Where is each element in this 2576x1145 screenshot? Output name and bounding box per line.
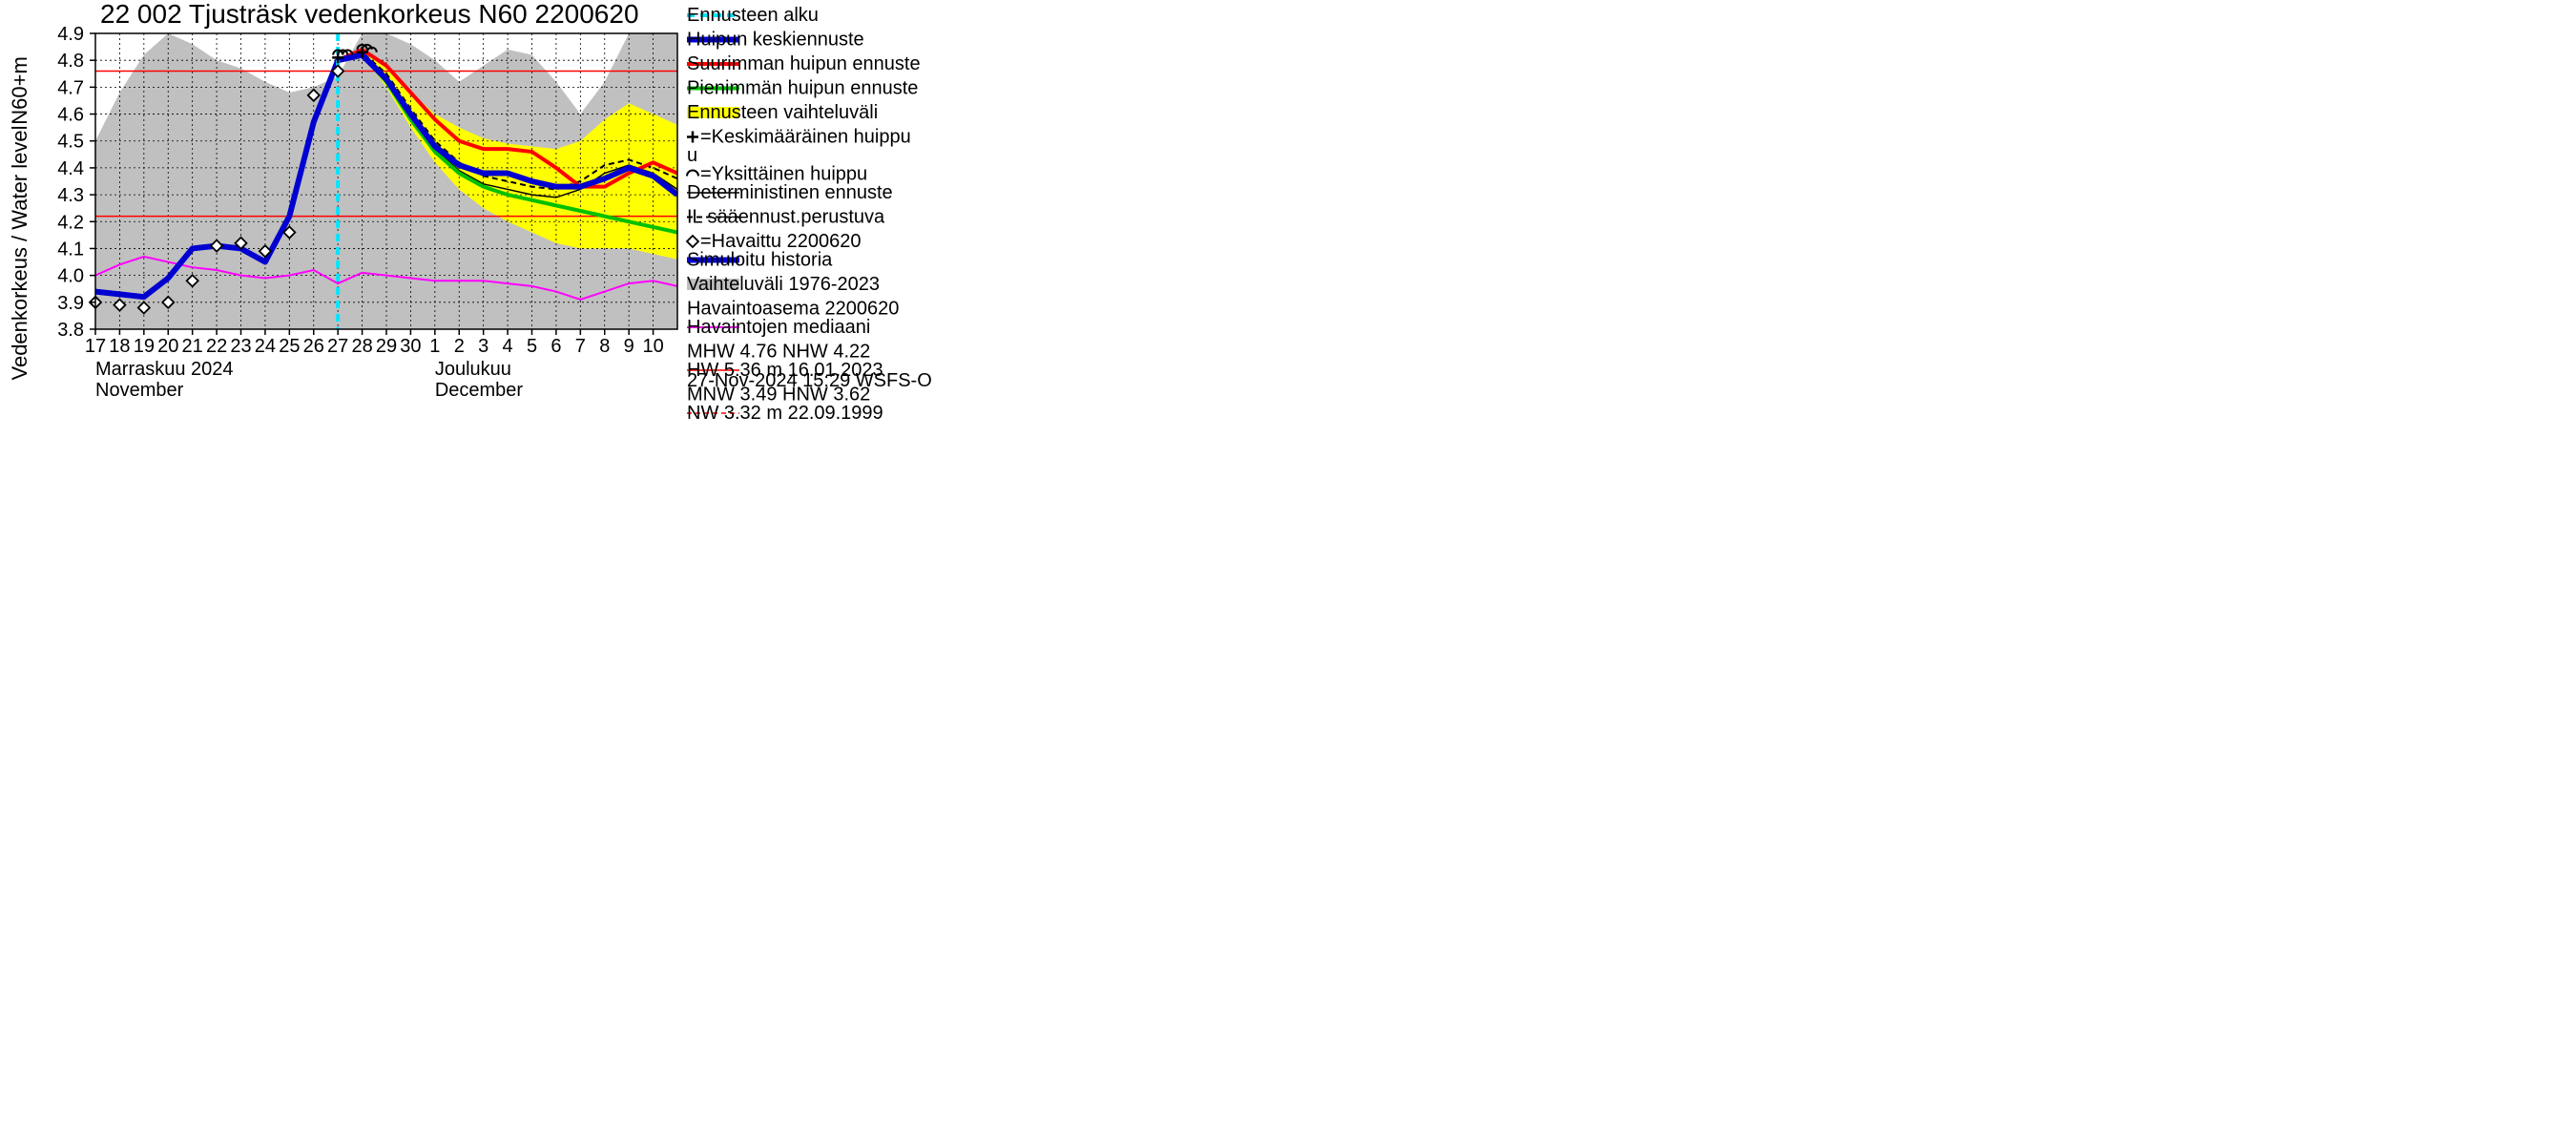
- legend-item-nw_line: NW 3.32 m 22.09.1999: [687, 403, 883, 424]
- x-tick-label: 17: [85, 336, 106, 357]
- month2-en: December: [435, 380, 524, 401]
- x-tick-label: 21: [182, 336, 203, 357]
- y-tick-label: 4.0: [57, 266, 84, 287]
- month2-fi: Joulukuu: [435, 359, 511, 380]
- legend-item-hw_line: HW 5.36 m 16.01.2023: [687, 360, 883, 381]
- y-tick-label: 4.9: [57, 24, 84, 45]
- legend-item-peak_mean: Huipun keskiennuste: [687, 30, 864, 51]
- x-tick-label: 19: [134, 336, 155, 357]
- legend-item-peak_min: Pienimmän huipun ennuste: [687, 78, 918, 99]
- legend-item-il_weather: IL sääennust.perustuva: [687, 207, 885, 228]
- x-tick-label: 4: [503, 336, 513, 357]
- y-tick-label: 4.3: [57, 185, 84, 206]
- month1-en: November: [95, 380, 184, 401]
- x-tick-label: 29: [376, 336, 397, 357]
- x-tick-label: 3: [478, 336, 488, 357]
- x-tick-label: 6: [551, 336, 561, 357]
- y-tick-label: 4.2: [57, 212, 84, 233]
- legend-item-sim_history: Simuloitu historia: [687, 250, 833, 271]
- x-tick-label: 25: [279, 336, 300, 357]
- y-tick-label: 4.5: [57, 132, 84, 153]
- x-tick-label: 24: [255, 336, 276, 357]
- legend-item-hist_range: Vaihteluväli 1976-2023: [687, 274, 880, 295]
- x-tick-label: 27: [327, 336, 348, 357]
- x-tick-label: 26: [303, 336, 324, 357]
- y-axis-label-top: N60+m: [8, 56, 31, 125]
- x-tick-label: 23: [230, 336, 251, 357]
- x-tick-label: 18: [109, 336, 130, 357]
- legend-item-forecast_range: Ennusteen vaihteluväli: [687, 102, 878, 123]
- x-tick-label: 9: [624, 336, 634, 357]
- legend-item-obs_median: Havaintojen mediaani: [687, 317, 870, 338]
- y-tick-label: 3.8: [57, 320, 84, 341]
- water-level-chart: 3.83.94.04.14.24.34.44.54.64.74.84.91718…: [0, 0, 1431, 639]
- x-tick-label: 20: [157, 336, 178, 357]
- legend-item-mean_peak_marker: =Keskimääräinen huippu: [700, 127, 911, 148]
- legend-item-mean_peak_marker-wrap: u: [687, 145, 697, 166]
- y-tick-label: 3.9: [57, 293, 84, 314]
- chart-svg: 3.83.94.04.14.24.34.44.54.64.74.84.91718…: [0, 0, 1431, 639]
- month1-fi: Marraskuu 2024: [95, 359, 234, 380]
- x-tick-label: 30: [400, 336, 421, 357]
- legend-item-deterministic: Deterministinen ennuste: [687, 182, 893, 203]
- legend-item-forecast_start: Ennusteen alku: [687, 5, 819, 26]
- x-tick-label: 2: [454, 336, 465, 357]
- x-tick-label: 10: [642, 336, 663, 357]
- y-tick-label: 4.4: [57, 158, 84, 179]
- y-tick-label: 4.6: [57, 105, 84, 126]
- chart-title: 22 002 Tjusträsk vedenkorkeus N60 220062…: [100, 0, 639, 29]
- x-tick-label: 8: [599, 336, 610, 357]
- y-tick-label: 4.8: [57, 51, 84, 72]
- x-tick-label: 22: [206, 336, 227, 357]
- x-tick-label: 5: [527, 336, 537, 357]
- x-tick-label: 28: [351, 336, 372, 357]
- y-tick-label: 4.1: [57, 239, 84, 260]
- x-tick-label: 7: [575, 336, 586, 357]
- y-tick-label: 4.7: [57, 77, 84, 98]
- legend-item-peak_max: Suurimman huipun ennuste: [687, 53, 921, 74]
- x-tick-label: 1: [429, 336, 440, 357]
- y-axis-label-bottom: Vedenkorkeus / Water level: [8, 126, 31, 381]
